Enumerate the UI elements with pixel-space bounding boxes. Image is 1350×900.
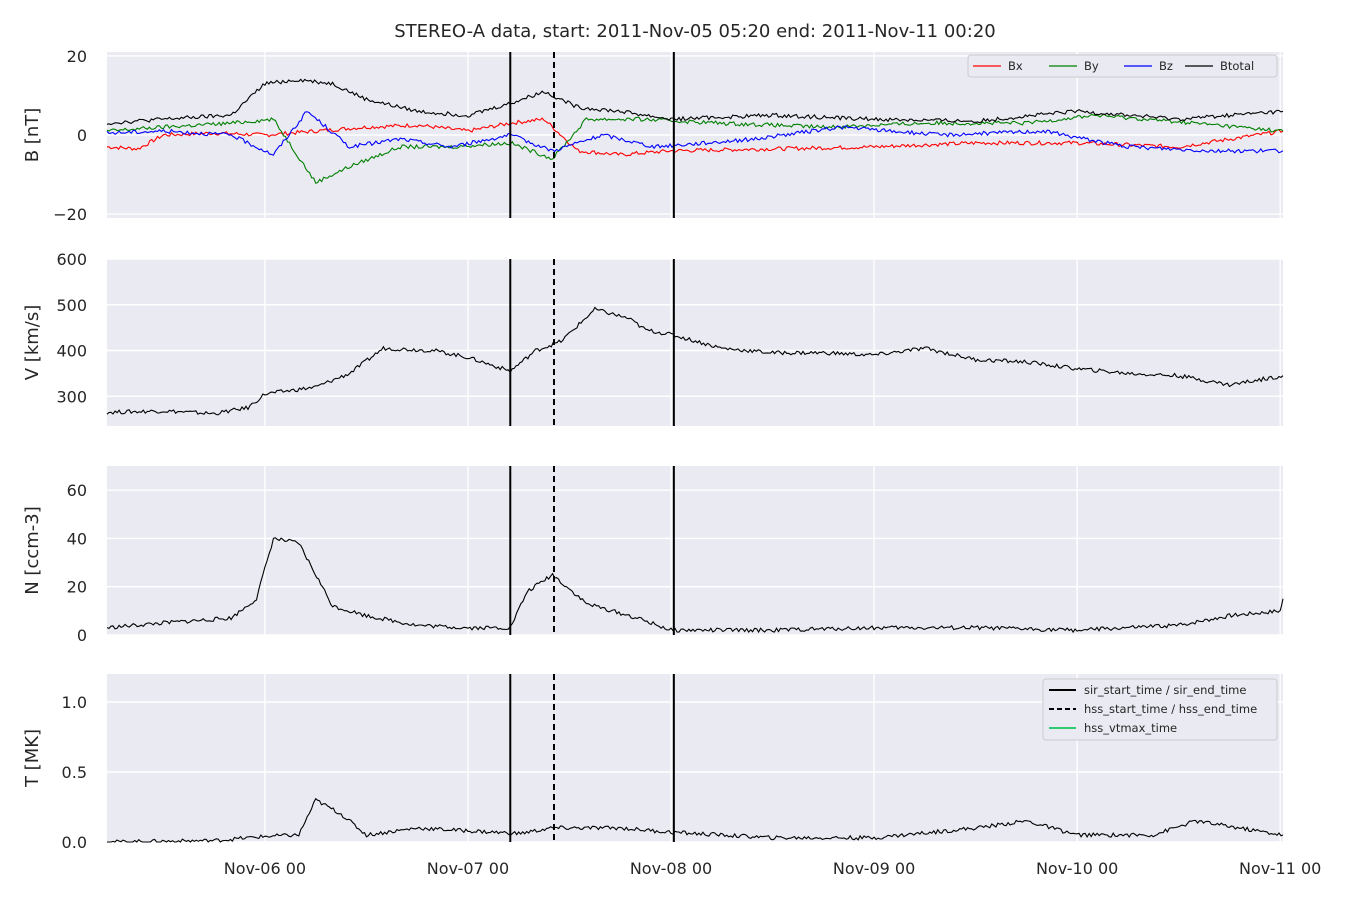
x-tick-labels: Nov-06 00 Nov-07 00 Nov-08 00 Nov-09 00 Nov-…: [224, 859, 1322, 878]
y-tick-label: 20: [67, 578, 87, 597]
x-tick-label: Nov-07 00: [427, 859, 509, 878]
x-tick-label: Nov-10 00: [1036, 859, 1118, 878]
legend-label: Bx: [1008, 59, 1023, 73]
y-tick-label: 300: [56, 387, 87, 406]
y-tick-label: 20: [67, 47, 87, 66]
y-tick-label: 400: [56, 342, 87, 361]
y-tick-label: 40: [67, 529, 87, 548]
y-tick-label: −20: [53, 205, 87, 224]
legend-label: hss_vtmax_time: [1084, 721, 1177, 735]
legend-label: hss_start_time / hss_end_time: [1084, 702, 1257, 716]
legend-box: [1042, 678, 1278, 741]
figure-title: STEREO-A data, start: 2011-Nov-05 05:20 …: [394, 21, 995, 42]
y-tick-label: 0: [77, 626, 87, 645]
y-tick-label: 0: [77, 126, 87, 145]
legend-events: sir_start_time / sir_end_time hss_start_t…: [1042, 678, 1278, 741]
y-tick-label: 0.5: [62, 763, 87, 782]
y-tick-label: 60: [67, 481, 87, 500]
panel-1: −20 0 20 B [nT] Bx By Bz Btotal: [22, 47, 1284, 224]
x-tick-label: Nov-11 00: [1239, 859, 1321, 878]
legend-b: Bx By Bz Btotal: [967, 54, 1278, 78]
y-tick-label: 500: [56, 296, 87, 315]
panel-4: 0.0 0.5 1.0 T [MK] sir_start_time / sir_end_…: [22, 674, 1284, 852]
series-line-btotal: [106, 78, 1284, 126]
series-line-bx: [106, 117, 1284, 157]
x-tick-label: Nov-08 00: [630, 859, 712, 878]
series-line: [106, 537, 1284, 634]
legend-box: [967, 54, 1278, 78]
y-tick-label: 600: [56, 250, 87, 269]
x-tick-label: Nov-09 00: [833, 859, 915, 878]
legend-label: sir_start_time / sir_end_time: [1084, 683, 1246, 697]
series-line-bz: [106, 111, 1284, 156]
y-tick-label: 0.0: [62, 833, 87, 852]
legend-label: Btotal: [1220, 59, 1254, 73]
panel-2: 300 400 500 600 V [km/s]: [22, 250, 1284, 426]
x-tick-label: Nov-06 00: [224, 859, 306, 878]
legend-label: Bz: [1159, 59, 1173, 73]
series-line: [106, 306, 1284, 416]
series-line: [107, 797, 1284, 843]
series-line-by: [106, 113, 1284, 184]
panel-3: 0 20 40 60 N [ccm-3]: [22, 466, 1284, 645]
y-axis-label: B [nT]: [22, 108, 43, 163]
y-axis-label: V [km/s]: [22, 305, 43, 380]
plot-background: [107, 259, 1283, 426]
y-axis-label: N [ccm-3]: [22, 506, 43, 595]
legend-label: By: [1084, 59, 1099, 73]
y-axis-label: T [MK]: [22, 729, 43, 788]
plot-background: [107, 466, 1283, 635]
y-tick-label: 1.0: [62, 693, 87, 712]
